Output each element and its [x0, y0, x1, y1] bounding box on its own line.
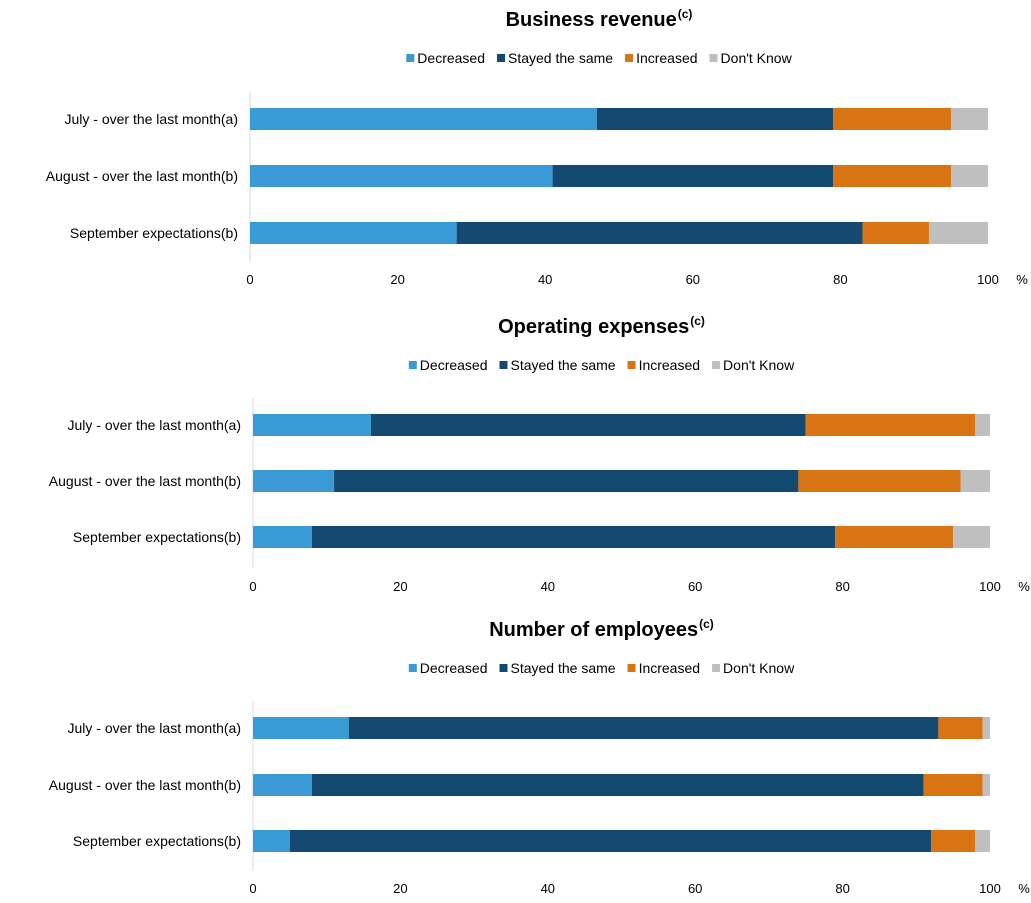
x-tick-label: 0	[249, 881, 256, 896]
chart-title-superscript: (c)	[678, 7, 693, 21]
legend-label-decreased: Decreased	[417, 50, 485, 66]
bar-increased	[833, 165, 952, 187]
bar-increased	[931, 830, 976, 852]
x-tick-label: 20	[390, 272, 404, 287]
bar-stayed-the-same	[289, 830, 932, 852]
x-tick-label: 100	[977, 272, 999, 287]
bar-decreased	[253, 470, 335, 492]
bar-stayed-the-same	[311, 774, 924, 796]
bar-decreased	[253, 774, 312, 796]
x-tick-label: 80	[833, 272, 847, 287]
x-tick-label: 100	[979, 881, 1001, 896]
legend-label-stayed-the-same: Stayed the same	[508, 50, 613, 66]
category-label: September expectations(b)	[70, 225, 238, 241]
bar-don-t-know	[953, 526, 990, 548]
bar-don-t-know	[951, 108, 988, 130]
bar-increased	[835, 526, 954, 548]
legend-swatch-increased	[625, 54, 634, 62]
x-axis-unit: %	[1018, 881, 1030, 896]
category-label: August - over the last month(b)	[49, 473, 241, 489]
bar-increased	[833, 108, 952, 130]
legend-swatch-don-t-know	[709, 54, 718, 62]
bar-don-t-know	[982, 774, 990, 796]
bar-decreased	[253, 526, 312, 548]
bar-don-t-know	[951, 165, 988, 187]
legend-label-don-t-know: Don't Know	[721, 50, 793, 66]
legend-label-increased: Increased	[639, 660, 700, 676]
legend-swatch-stayed-the-same	[497, 54, 505, 62]
bar-stayed-the-same	[370, 414, 806, 436]
bar-increased	[805, 414, 976, 436]
x-tick-label: 80	[835, 579, 849, 594]
bar-don-t-know	[975, 414, 990, 436]
category-label: September expectations(b)	[73, 833, 241, 849]
legend-swatch-stayed-the-same	[499, 361, 508, 369]
bar-decreased	[253, 414, 371, 436]
x-tick-label: 20	[393, 881, 407, 896]
bar-increased	[923, 774, 983, 796]
bar-stayed-the-same	[311, 526, 836, 548]
category-label: September expectations(b)	[73, 529, 241, 545]
bar-increased	[862, 222, 929, 244]
chart-title: Business revenue(c)	[506, 7, 693, 31]
bar-stayed-the-same	[596, 108, 834, 130]
legend-swatch-stayed-the-same	[499, 664, 508, 672]
legend-label-decreased: Decreased	[420, 660, 488, 676]
x-tick-label: 40	[541, 881, 555, 896]
legend-swatch-decreased	[406, 54, 415, 62]
bar-stayed-the-same	[552, 165, 834, 187]
bar-decreased	[250, 108, 597, 130]
bar-don-t-know	[982, 717, 990, 739]
x-tick-label: 40	[541, 579, 555, 594]
bar-increased	[798, 470, 961, 492]
bar-decreased	[250, 222, 457, 244]
category-label: August - over the last month(b)	[46, 168, 238, 184]
chart-title: Operating expenses(c)	[498, 314, 705, 338]
bar-don-t-know	[960, 470, 990, 492]
legend-label-stayed-the-same: Stayed the same	[511, 357, 616, 373]
category-label: August - over the last month(b)	[49, 777, 241, 793]
chart-title: Number of employees(c)	[489, 617, 714, 641]
legend-swatch-don-t-know	[712, 361, 721, 369]
x-tick-label: 0	[246, 272, 253, 287]
x-tick-label: 0	[249, 579, 256, 594]
legend-swatch-decreased	[408, 361, 417, 369]
bar-stayed-the-same	[348, 717, 939, 739]
bar-stayed-the-same	[456, 222, 863, 244]
bar-stayed-the-same	[334, 470, 799, 492]
chart-title-superscript: (c)	[690, 314, 705, 328]
x-tick-label: 40	[538, 272, 552, 287]
x-tick-label: 80	[835, 881, 849, 896]
legend-label-increased: Increased	[639, 357, 700, 373]
legend-label-don-t-know: Don't Know	[723, 357, 795, 373]
legend-label-decreased: Decreased	[420, 357, 488, 373]
legend-label-stayed-the-same: Stayed the same	[511, 660, 616, 676]
chart-title-superscript: (c)	[699, 617, 714, 631]
legend-swatch-decreased	[408, 664, 417, 672]
x-tick-label: 60	[688, 579, 702, 594]
x-tick-label: 60	[688, 881, 702, 896]
bar-increased	[938, 717, 983, 739]
x-tick-label: 100	[979, 579, 1001, 594]
x-tick-label: 60	[686, 272, 700, 287]
category-label: July - over the last month(a)	[64, 111, 238, 127]
x-tick-label: 20	[393, 579, 407, 594]
bar-decreased	[253, 717, 349, 739]
x-axis-unit: %	[1016, 272, 1028, 287]
bar-don-t-know	[928, 222, 988, 244]
category-label: July - over the last month(a)	[67, 720, 241, 736]
legend-swatch-increased	[627, 664, 636, 672]
bar-decreased	[253, 830, 290, 852]
legend-label-don-t-know: Don't Know	[723, 660, 795, 676]
legend-swatch-don-t-know	[712, 664, 721, 672]
legend-swatch-increased	[627, 361, 636, 369]
x-axis-unit: %	[1018, 579, 1030, 594]
legend-label-increased: Increased	[636, 50, 697, 66]
category-label: July - over the last month(a)	[67, 417, 241, 433]
bar-don-t-know	[975, 830, 990, 852]
bar-decreased	[250, 165, 553, 187]
